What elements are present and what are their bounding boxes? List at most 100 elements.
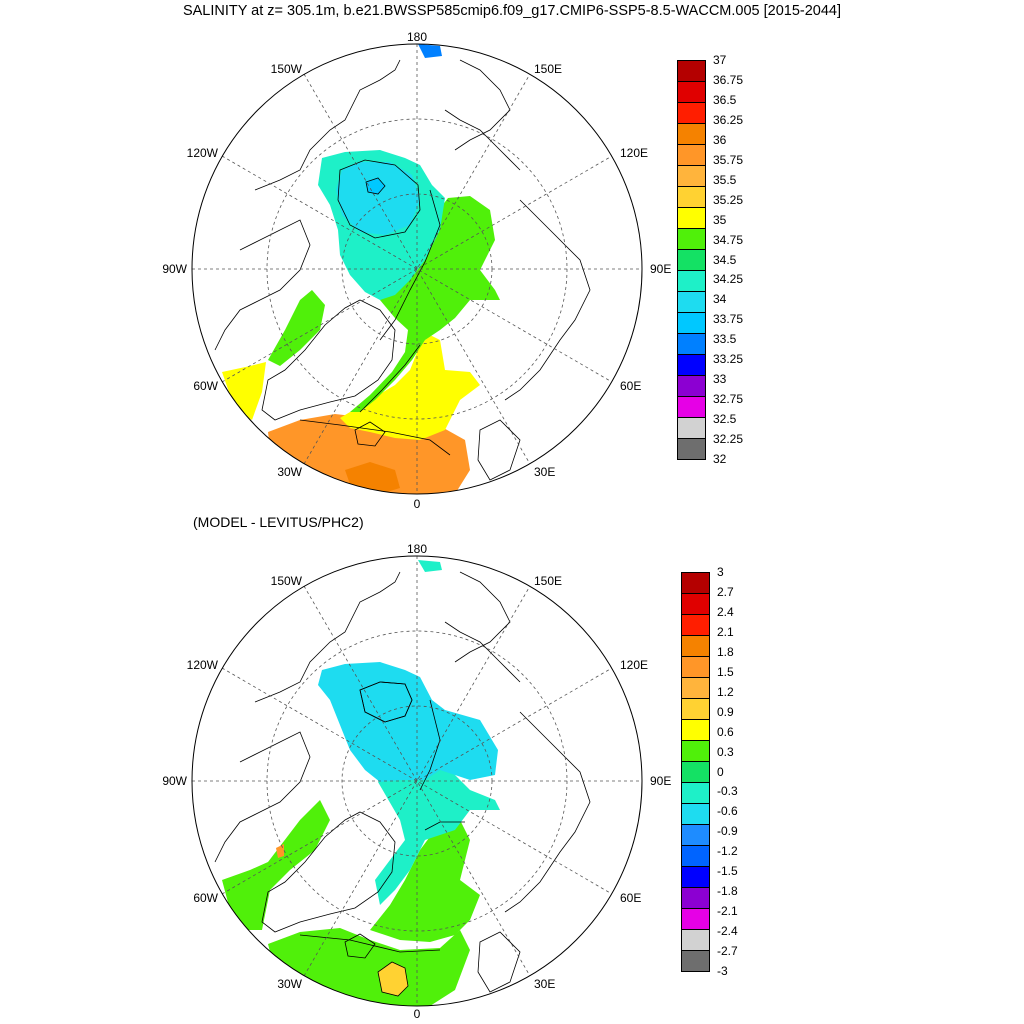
colorbar-label: 33.75 (713, 312, 744, 327)
eurasian-green-region (350, 196, 500, 412)
colorbar-swatch (681, 719, 710, 741)
colorbar-swatch (681, 845, 710, 867)
colorbar-swatch (677, 144, 706, 166)
colorbar-label: 2.7 (717, 584, 734, 599)
colorbar-swatch (681, 698, 710, 720)
colorbar-label: 36.75 (713, 72, 744, 87)
colorbar-swatch (681, 593, 710, 615)
colorbar-label: 33.25 (713, 352, 744, 367)
label-90w: 90W (162, 774, 187, 788)
colorbar-swatch (681, 950, 710, 972)
nordic-yellow-region (340, 335, 480, 440)
label-90e: 90E (650, 774, 671, 788)
colorbar-label: 32.75 (713, 392, 744, 407)
colorbar-label: 32.25 (713, 432, 744, 447)
label-60w: 60W (193, 379, 218, 393)
colorbar-swatch (677, 417, 706, 439)
colorbar-swatch (677, 60, 706, 82)
label-90w: 90W (162, 262, 187, 276)
colorbar-swatch (677, 81, 706, 103)
nordic-green-region (370, 820, 480, 942)
label-150e: 150E (534, 574, 562, 588)
colorbar-label: -0.6 (717, 804, 738, 819)
salinity-map (192, 44, 642, 494)
colorbar-swatch (677, 102, 706, 124)
colorbar-label: 1.8 (717, 644, 734, 659)
colorbar-swatch (677, 312, 706, 334)
labrador-yellow-region (222, 362, 266, 420)
bottom-longitude-labels: 180 150W 150E 120W 120E 90W 90E 60W 60E … (162, 542, 671, 1021)
colorbar-label: 34.75 (713, 232, 744, 247)
colorbar-label: 0.3 (717, 744, 734, 759)
colorbar-label: 2.4 (717, 604, 734, 619)
label-120e: 120E (620, 658, 648, 672)
colorbar-swatch (677, 438, 706, 460)
colorbar-label: -2.7 (717, 944, 738, 959)
colorbar-label: 32 (713, 452, 727, 466)
colorbar-swatch (681, 887, 710, 909)
salinity-contour (359, 344, 421, 413)
colorbar-label: 36 (713, 132, 727, 147)
colorbar-label: 33 (713, 372, 727, 387)
map-boundary (191, 43, 643, 495)
difference-contours (299, 681, 465, 953)
positive-anomaly-yellow (377, 961, 409, 997)
colorbar-swatch (677, 291, 706, 313)
coastlines (214, 59, 591, 481)
colorbar-swatch (681, 929, 710, 951)
colorbar-swatch (681, 866, 710, 888)
label-60w: 60W (193, 891, 218, 905)
colorbar-label: 36.5 (713, 92, 737, 107)
label-30e: 30E (534, 977, 555, 991)
top-longitude-labels: 180 150W 150E 120W 120E 90W 90E 60W 60E … (162, 30, 671, 511)
colorbar-label: 35.5 (713, 172, 737, 187)
colorbar-swatch (677, 375, 706, 397)
colorbar-swatch (677, 270, 706, 292)
coastlines (214, 571, 591, 993)
colorbar-label: -1.5 (717, 864, 738, 879)
colorbar-swatch (681, 656, 710, 678)
difference-panel-title: (MODEL - LEVITUS/PHC2) (193, 514, 364, 530)
salinity-contour (379, 189, 441, 341)
canada-basin-minimum (365, 177, 386, 195)
colorbar-swatch (681, 677, 710, 699)
colorbar-label: -2.4 (717, 924, 738, 939)
colorbar-label: 33.5 (713, 332, 737, 347)
colorbar-label: -2.1 (717, 904, 738, 919)
colorbar-swatch (681, 761, 710, 783)
colorbar-swatch (681, 572, 710, 594)
map-boundary (191, 555, 643, 1007)
label-30w: 30W (277, 977, 302, 991)
label-150w: 150W (271, 574, 303, 588)
colorbar-label: -1.2 (717, 844, 738, 859)
label-30w: 30W (277, 465, 302, 479)
label-60e: 60E (620, 379, 641, 393)
colorbar-label: 35 (713, 212, 727, 227)
label-60e: 60E (620, 891, 641, 905)
colorbar-swatch (681, 635, 710, 657)
colorbar-label: -3 (717, 964, 728, 978)
graticule (192, 44, 642, 494)
label-120w: 120W (187, 146, 219, 160)
label-150e: 150E (534, 62, 562, 76)
colorbar-swatch (681, 614, 710, 636)
baffin-green-region (268, 290, 325, 366)
colorbar-swatch (681, 740, 710, 762)
label-150w: 150W (271, 62, 303, 76)
colorbar-swatch (677, 165, 706, 187)
colorbar-swatch (677, 228, 706, 250)
label-180: 180 (407, 542, 427, 556)
colorbar-swatch (681, 824, 710, 846)
label-90e: 90E (650, 262, 671, 276)
colorbar-label: 3 (717, 565, 724, 579)
colorbar-label: 34.25 (713, 272, 744, 287)
colorbar-label: 34.5 (713, 252, 737, 267)
colorbar-swatch (677, 396, 706, 418)
colorbar-label: 0.6 (717, 724, 734, 739)
colorbar-label: 1.5 (717, 664, 734, 679)
colorbar-label: -1.8 (717, 884, 738, 899)
colorbar-swatch (677, 207, 706, 229)
colorbar-label: 1.2 (717, 684, 734, 699)
label-0: 0 (414, 497, 421, 511)
